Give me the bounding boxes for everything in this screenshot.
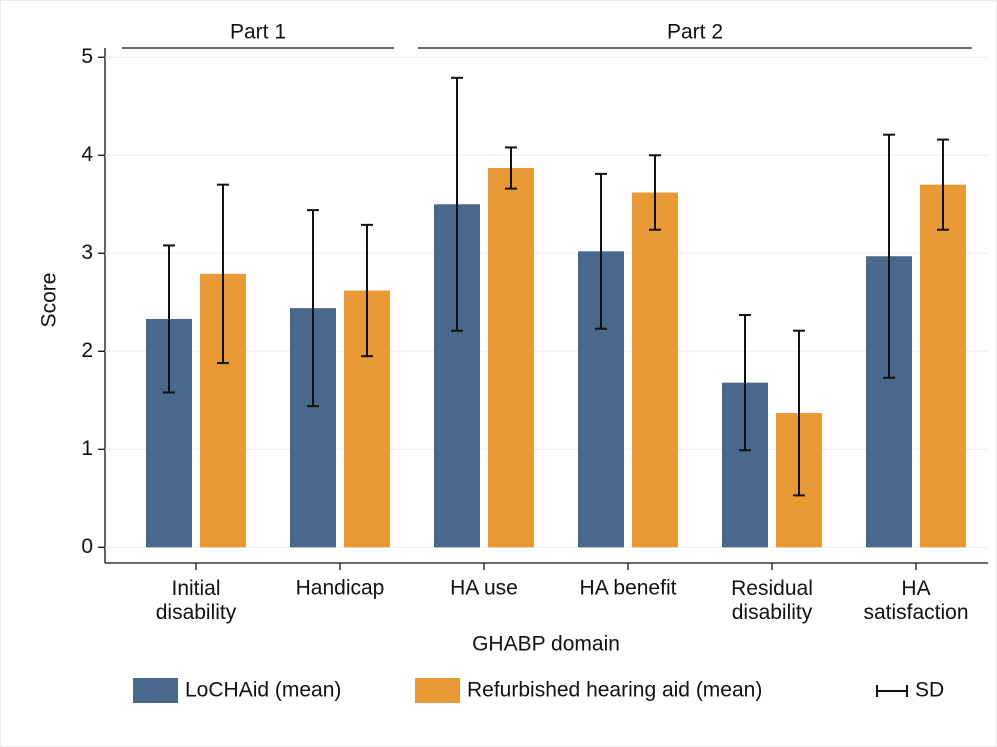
y-tick-label: 3 bbox=[81, 241, 93, 264]
error-bar bbox=[883, 133, 895, 379]
y-tick-label: 0 bbox=[81, 535, 93, 558]
x-tick-label: Handicap bbox=[296, 577, 385, 600]
legend-label: SD bbox=[915, 679, 944, 702]
error-bar bbox=[649, 154, 661, 231]
y-tick-label: 5 bbox=[81, 45, 93, 68]
error-bar bbox=[217, 183, 229, 365]
error-bar bbox=[451, 76, 463, 332]
group-label: Part 2 bbox=[667, 21, 723, 44]
error-bar bbox=[361, 223, 373, 358]
y-tick-label: 1 bbox=[81, 437, 93, 460]
legend-swatch bbox=[133, 678, 178, 703]
bar bbox=[632, 192, 678, 548]
error-bar bbox=[505, 146, 517, 190]
error-bar bbox=[937, 138, 949, 231]
bar bbox=[920, 184, 966, 548]
legend-label: LoCHAid (mean) bbox=[185, 679, 341, 702]
y-tick-label: 2 bbox=[81, 339, 93, 362]
bar bbox=[488, 168, 534, 548]
x-axis-title: GHABP domain bbox=[472, 633, 620, 656]
x-tick-label: Initial disability bbox=[156, 577, 237, 624]
legend-label: Refurbished hearing aid (mean) bbox=[467, 679, 762, 702]
x-tick-label: HA satisfaction bbox=[863, 577, 968, 624]
x-tick-label: Residual disability bbox=[731, 577, 813, 624]
legend-swatch bbox=[415, 678, 460, 703]
error-bar bbox=[307, 209, 319, 408]
error-bar bbox=[739, 314, 751, 452]
y-axis-title: Score bbox=[38, 273, 61, 328]
y-tick-label: 4 bbox=[81, 143, 93, 166]
error-bar bbox=[595, 172, 607, 330]
group-label: Part 1 bbox=[230, 21, 286, 44]
x-tick-label: HA benefit bbox=[580, 577, 677, 600]
error-bar bbox=[163, 244, 175, 394]
x-tick-label: HA use bbox=[450, 577, 518, 600]
error-bar bbox=[793, 329, 805, 497]
